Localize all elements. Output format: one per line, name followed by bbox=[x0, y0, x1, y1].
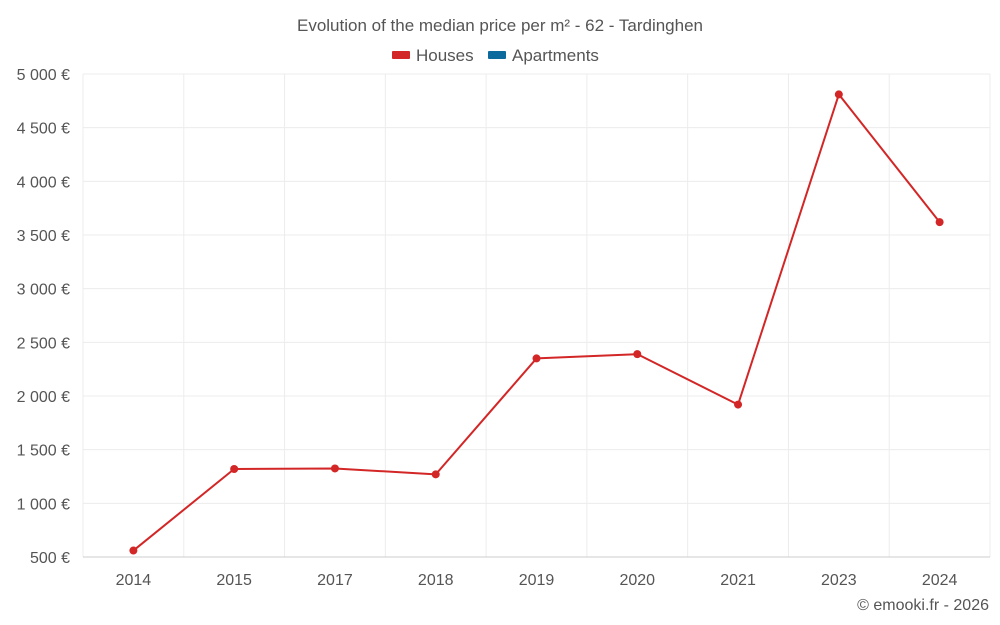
legend-item-apartments[interactable]: Apartments bbox=[488, 46, 599, 65]
y-tick-label: 4 500 € bbox=[17, 121, 70, 138]
data-point bbox=[734, 400, 743, 409]
x-axis: 2014 2015 2017 2018 2019 2020 2021 2023 2024 bbox=[116, 572, 958, 589]
y-tick-label: 3 000 € bbox=[17, 282, 70, 299]
y-tick-label: 2 000 € bbox=[17, 389, 70, 406]
legend-label-houses: Houses bbox=[416, 46, 474, 65]
x-tick-label: 2018 bbox=[418, 572, 454, 589]
y-tick-label: 4 000 € bbox=[17, 174, 70, 191]
data-point bbox=[935, 218, 944, 227]
x-tick-label: 2020 bbox=[619, 572, 655, 589]
data-point bbox=[330, 464, 339, 473]
x-tick-label: 2021 bbox=[720, 572, 756, 589]
legend-swatch-apartments bbox=[488, 51, 506, 59]
data-point bbox=[129, 546, 138, 555]
series-line-houses bbox=[132, 93, 941, 552]
y-tick-label: 500 € bbox=[30, 550, 70, 567]
credit-text: © emooki.fr - 2026 bbox=[857, 597, 989, 614]
series-houses bbox=[129, 90, 944, 555]
chart-title: Evolution of the median price per m² - 6… bbox=[297, 16, 703, 35]
legend-label-apartments: Apartments bbox=[512, 46, 599, 65]
y-axis: 500 € 1 000 € 1 500 € 2 000 € 2 500 € 3 000 €… bbox=[17, 67, 70, 567]
data-point bbox=[633, 350, 642, 359]
y-tick-label: 2 500 € bbox=[17, 335, 70, 352]
x-tick-label: 2024 bbox=[922, 572, 958, 589]
data-point bbox=[532, 354, 541, 363]
x-tick-label: 2017 bbox=[317, 572, 353, 589]
legend: Houses Apartments bbox=[392, 46, 599, 65]
grid bbox=[82, 73, 991, 557]
data-point bbox=[834, 90, 843, 99]
y-tick-label: 5 000 € bbox=[17, 67, 70, 84]
x-tick-label: 2015 bbox=[216, 572, 252, 589]
legend-swatch-houses bbox=[392, 51, 410, 59]
legend-item-houses[interactable]: Houses bbox=[392, 46, 474, 65]
y-tick-label: 1 500 € bbox=[17, 443, 70, 460]
data-point bbox=[431, 470, 440, 479]
y-tick-label: 3 500 € bbox=[17, 228, 70, 245]
x-tick-label: 2014 bbox=[116, 572, 152, 589]
y-tick-label: 1 000 € bbox=[17, 496, 70, 513]
data-point bbox=[230, 464, 239, 473]
x-tick-label: 2023 bbox=[821, 572, 857, 589]
x-tick-label: 2019 bbox=[519, 572, 555, 589]
